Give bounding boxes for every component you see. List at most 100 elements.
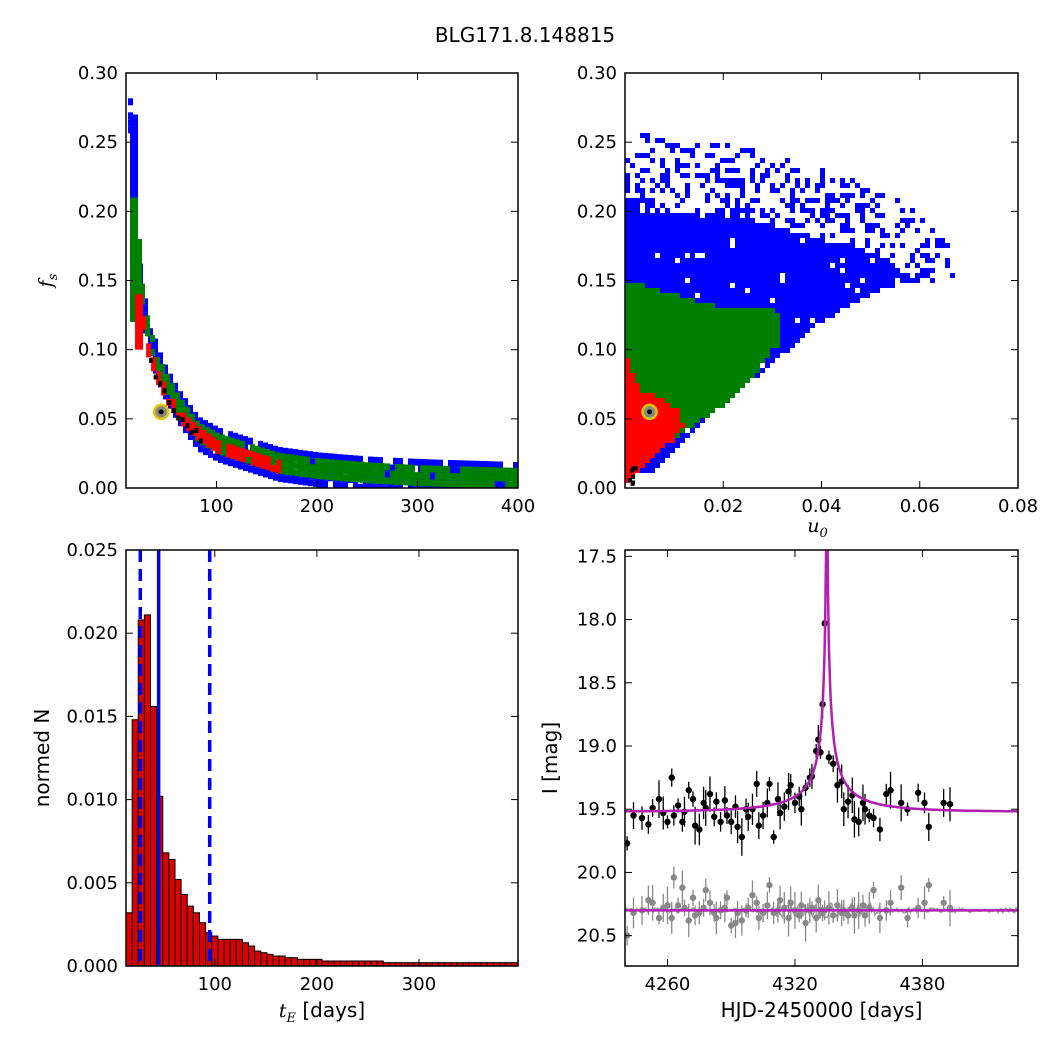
u0-fs-cell-green — [755, 353, 760, 358]
histogram-bar — [297, 958, 305, 967]
u0-fs-cell-blue — [705, 278, 710, 283]
u0-fs-cell-green — [680, 398, 685, 403]
u0-fs-cell-blue — [780, 238, 785, 243]
u0-fs-cell-blue — [785, 233, 790, 238]
u0-fs-cell-blue — [815, 273, 820, 278]
residual-point — [668, 914, 675, 922]
u0-fs-cell-blue — [805, 303, 810, 308]
u0-fs-cell-green — [705, 323, 710, 328]
u0-fs-cell-blue — [735, 253, 740, 258]
u0-fs-cell-blue — [835, 243, 840, 248]
u0-fs-cell-red — [625, 368, 630, 373]
u0-fs-cell-blue — [700, 263, 705, 268]
u0-fs-cell-blue — [640, 198, 645, 203]
u0-fs-cell-blue — [660, 253, 665, 258]
tE-fs-cell-red — [171, 398, 177, 406]
u0-fs-cell-green — [675, 398, 680, 403]
tE-fs-cell-blue — [268, 472, 273, 480]
tE-fs-cell-green — [380, 477, 385, 485]
tE-fs-cell-green — [145, 315, 150, 323]
u0-fs-cell-blue — [730, 218, 735, 223]
u0-fs-cell-blue — [765, 233, 770, 238]
u0-fs-cell-blue — [670, 233, 675, 238]
u0-fs-cell-blue — [645, 248, 650, 253]
best-fit-marker-dot — [647, 409, 653, 415]
u0-fs-cell-blue — [695, 298, 700, 303]
tE-fs-cell-green — [245, 456, 250, 464]
u0-fs-cell-blue — [795, 248, 800, 253]
tE-fs-cell-green — [440, 472, 445, 480]
u0-fs-cell-green — [745, 328, 750, 333]
u0-fs-cell-blue — [675, 273, 680, 278]
tE-fs-cell-blue — [293, 449, 298, 457]
u0-fs-cell-green — [690, 353, 695, 358]
u0-fs-cell-green — [695, 343, 700, 348]
u0-fs-cell-blue — [795, 288, 800, 293]
u0-fs-cell-blue — [745, 268, 750, 273]
u0-fs-cell-blue — [815, 218, 820, 223]
u0-fs-cell-blue — [685, 213, 690, 218]
u0-fs-cell-green — [645, 328, 650, 333]
u0-fs-cell-green — [660, 343, 665, 348]
u0-fs-cell-blue — [625, 243, 630, 248]
u0-fs-cell-black — [630, 481, 635, 486]
u0-fs-cell-blue — [665, 228, 670, 233]
u0-fs-cell-blue — [695, 233, 700, 238]
tE-fs-cell-green — [220, 434, 225, 442]
u0-fs-cell-blue — [765, 288, 770, 293]
tE-fs-cell-red — [266, 463, 272, 471]
u0-fs-cell-blue — [860, 263, 865, 268]
u0-fs-cell-blue — [720, 208, 725, 213]
u0-fs-cell-blue — [710, 153, 715, 158]
u0-fs-cell-blue — [815, 278, 820, 283]
u0-fs-cell-blue — [875, 253, 880, 258]
residual-point — [713, 914, 720, 922]
tE-fs-cell-green — [500, 474, 505, 482]
u0-fs-cell-blue — [775, 278, 780, 283]
u0-fs-cell-green — [735, 358, 740, 363]
u0-fs-cell-blue — [735, 273, 740, 278]
u0-fs-cell-blue — [875, 193, 880, 198]
tE-fs-cell-black — [149, 357, 154, 363]
u0-fs-cell-green — [705, 348, 710, 353]
u0-fs-cell-green — [670, 398, 675, 403]
u0-fs-cell-red — [635, 423, 640, 428]
u0-fs-cell-blue — [690, 243, 695, 248]
u0-fs-cell-green — [725, 308, 730, 313]
u0-fs-cell-blue — [935, 238, 940, 243]
u0-fs-cell-blue — [835, 248, 840, 253]
u0-fs-cell-blue — [780, 263, 785, 268]
u0-fs-cell-blue — [855, 248, 860, 253]
u0-fs-cell-blue — [710, 253, 715, 258]
u0-fs-cell-green — [640, 283, 645, 288]
u0-fs-cell-green — [675, 403, 680, 408]
u0-fs-cell-blue — [705, 293, 710, 298]
u0-fs-cell-blue — [775, 298, 780, 303]
u0-fs-cell-blue — [670, 253, 675, 258]
tE-fs-cell-green — [145, 329, 150, 337]
p1-y-tick-label: 0.00 — [78, 478, 118, 499]
u0-fs-cell-blue — [635, 233, 640, 238]
tE-fs-cell-green — [220, 448, 225, 456]
u0-fs-cell-blue — [715, 288, 720, 293]
u0-fs-cell-green — [740, 363, 745, 368]
u0-fs-cell-green — [730, 363, 735, 368]
tE-fs-cell-red — [181, 412, 187, 420]
tE-fs-cell-green — [330, 459, 335, 467]
u0-fs-cell-blue — [770, 358, 775, 363]
u0-fs-cell-green — [715, 338, 720, 343]
tE-fs-cell-green — [350, 461, 355, 468]
u0-fs-cell-green — [655, 353, 660, 358]
u0-fs-cell-blue — [650, 198, 655, 203]
u0-fs-cell-blue — [800, 208, 805, 213]
u0-fs-cell-blue — [785, 248, 790, 253]
u0-fs-cell-blue — [835, 198, 840, 203]
data-point — [791, 799, 799, 807]
u0-fs-cell-green — [735, 378, 740, 383]
tE-fs-cell-green — [315, 465, 320, 472]
u0-fs-cell-blue — [660, 178, 665, 183]
u0-fs-cell-blue — [815, 293, 820, 298]
u0-fs-cell-blue — [900, 218, 905, 223]
tE-fs-cell-blue — [298, 477, 303, 485]
tE-fs-cell-blue — [228, 431, 233, 439]
